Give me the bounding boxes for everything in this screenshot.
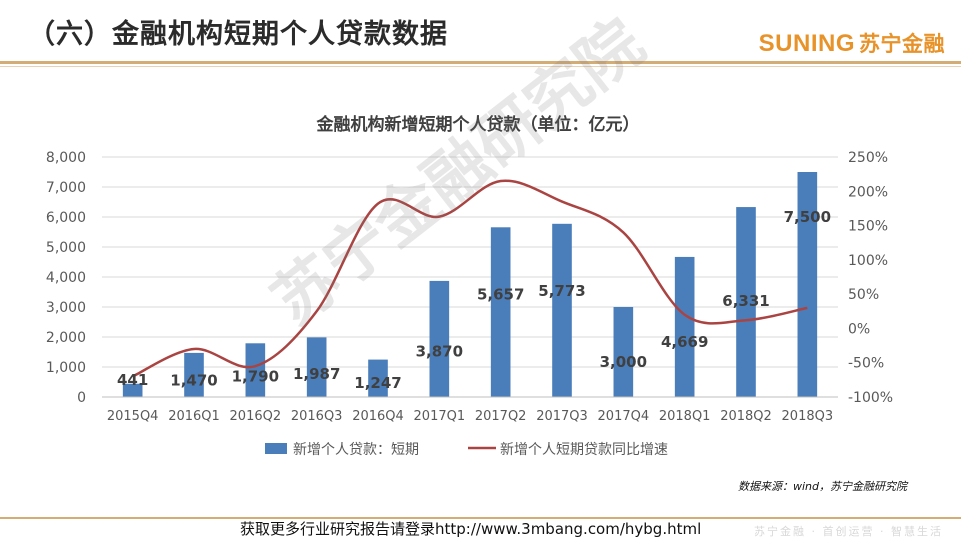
x-axis-tick-label: 2018Q1: [659, 409, 711, 424]
right-axis-tick-label: -100%: [848, 390, 893, 406]
footer-note: 获取更多行业研究报告请登录http://www.3mbang.com/hybg.…: [240, 520, 702, 538]
bar: [368, 359, 388, 397]
x-axis-tick-label: 2018Q3: [782, 409, 834, 424]
line-series: [132, 179, 808, 378]
data-label: 3,870: [416, 343, 463, 361]
bar: [306, 337, 327, 397]
left-axis-tick-label: 4,000: [46, 270, 86, 286]
x-axis-tick-label: 2017Q3: [536, 409, 588, 424]
left-axis-tick-label: 8,000: [46, 150, 86, 166]
data-label: 1,790: [232, 368, 279, 386]
left-axis-tick-label: 7,000: [46, 180, 86, 196]
growth-line: [132, 179, 808, 378]
chart-title: 金融机构新增短期个人贷款（单位：亿元）: [316, 114, 640, 135]
page-title: （六）金融机构短期个人贷款数据: [28, 19, 448, 50]
right-axis-ticks: -100% -50% 0% 50% 100% 150% 200% 250%: [848, 150, 893, 406]
bar: [245, 343, 266, 397]
bar-series: [122, 172, 818, 397]
bar: [736, 207, 756, 397]
bar: [552, 223, 572, 397]
x-axis-tick-label: 2016Q2: [230, 409, 282, 424]
x-axis-tick-label: 2016Q3: [291, 409, 343, 424]
brand-name-cn: 苏宁金融: [859, 32, 945, 56]
legend-label-bar: 新增个人贷款：短期: [293, 442, 419, 458]
left-axis-tick-label: 3,000: [46, 300, 86, 316]
footer-divider: [0, 517, 961, 519]
x-axis-tick-label: 2018Q2: [720, 409, 772, 424]
data-labels: 441 1,470 1,790 1,987 1,247 3,870 5,657 5,773 3,…: [117, 208, 831, 392]
bar: [797, 172, 818, 397]
right-axis-tick-label: 250%: [848, 150, 888, 166]
right-axis-tick-label: 100%: [848, 253, 888, 269]
gridlines: [102, 156, 838, 398]
source-note: 数据来源：wind，苏宁金融研究院: [737, 480, 907, 493]
data-label: 4,669: [661, 333, 708, 351]
loan-chart: 金融机构新增短期个人贷款（单位：亿元） 441 1,470 1,790 1,987 1,…: [46, 114, 893, 458]
right-axis-tick-label: 0%: [848, 321, 870, 337]
brand-logo: SUNING 苏宁金融: [759, 28, 945, 58]
bar: [429, 280, 450, 397]
right-axis-tick-label: -50%: [848, 356, 884, 372]
brand-name-en: SUNING: [758, 30, 855, 57]
data-label: 6,331: [722, 292, 769, 310]
data-label: 1,470: [170, 371, 217, 389]
x-axis-ticks: 2015Q4 2016Q1 2016Q2 2016Q3 2016Q4 2017Q1 2017…: [102, 396, 838, 424]
right-axis-tick-label: 200%: [848, 184, 888, 200]
data-label: 1,247: [354, 374, 401, 392]
right-axis-tick-label: 150%: [848, 219, 888, 235]
legend-swatch-bar: [265, 443, 287, 454]
left-axis-ticks: 0 1,000 2,000 3,000 4,000 5,000 6,000 7,000 8,00…: [46, 150, 86, 406]
header-divider: [0, 61, 961, 64]
right-axis-tick-label: 50%: [848, 287, 879, 303]
data-label: 3,000: [600, 353, 647, 371]
x-axis-tick-label: 2016Q4: [352, 409, 404, 424]
bar: [490, 227, 511, 397]
footer-slogan: 苏宁金融 · 首创运营 · 智慧生活: [754, 525, 943, 538]
bar: [184, 352, 204, 397]
legend: 新增个人贷款：短期 新增个人短期贷款同比增速: [265, 442, 668, 458]
left-axis-tick-label: 6,000: [46, 210, 86, 226]
header-divider-thin: [0, 66, 961, 67]
x-axis-tick-label: 2016Q1: [168, 409, 220, 424]
legend-label-line: 新增个人短期贷款同比增速: [500, 442, 668, 458]
x-axis-tick-label: 2017Q2: [475, 409, 527, 424]
x-axis-tick-label: 2017Q4: [598, 409, 650, 424]
data-label: 5,773: [538, 282, 585, 300]
data-label: 441: [117, 371, 148, 389]
data-label: 1,987: [293, 365, 340, 383]
left-axis-tick-label: 1,000: [46, 360, 86, 376]
left-axis-tick-label: 0: [77, 390, 86, 406]
left-axis-tick-label: 5,000: [46, 240, 86, 256]
data-label: 5,657: [477, 285, 524, 303]
bar: [613, 307, 634, 397]
x-axis-tick-label: 2015Q4: [107, 409, 159, 424]
data-label: 7,500: [784, 208, 831, 226]
bar: [674, 256, 695, 397]
bar: [122, 383, 143, 397]
x-axis-tick-label: 2017Q1: [414, 409, 466, 424]
left-axis-tick-label: 2,000: [46, 330, 86, 346]
